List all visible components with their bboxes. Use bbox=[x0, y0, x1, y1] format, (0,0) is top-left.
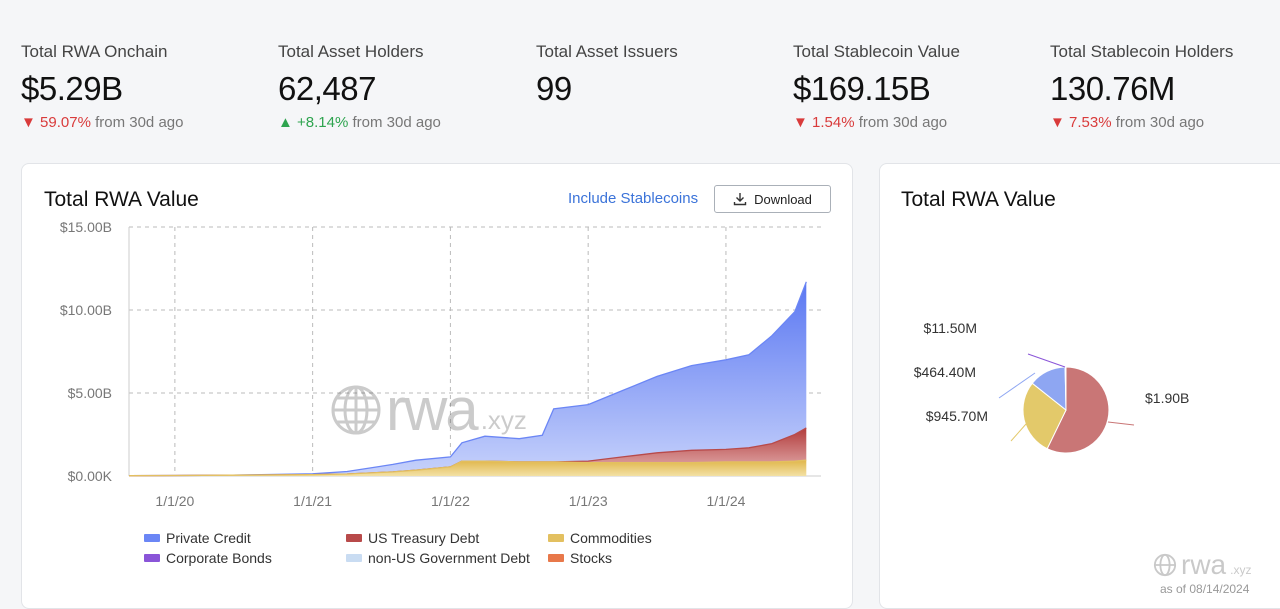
legend-label: Stocks bbox=[570, 550, 613, 566]
watermark-text: rwa bbox=[1181, 549, 1227, 580]
change-percent: +8.14% bbox=[297, 114, 349, 131]
legend-swatch bbox=[346, 554, 362, 562]
x-tick-label: 1/1/21 bbox=[293, 493, 332, 509]
legend-swatch bbox=[144, 554, 160, 562]
stat-total-asset-holders: Total Asset Holders 62,487 ▲ +8.14% from… bbox=[278, 42, 441, 131]
as-of-date: as of 08/14/2024 bbox=[1160, 582, 1250, 596]
legend-item-commodities[interactable]: Commodities bbox=[548, 530, 652, 546]
legend-item-corporate-bonds[interactable]: Corporate Bonds bbox=[144, 550, 272, 566]
legend-label: Private Credit bbox=[166, 530, 251, 546]
x-tick-label: 1/1/20 bbox=[155, 493, 194, 509]
watermark-suffix: .xyz bbox=[480, 405, 527, 435]
stat-change: ▼ 7.53% from 30d ago bbox=[1050, 114, 1233, 131]
pie-slice[interactable] bbox=[1064, 366, 1067, 411]
area-line-private-credit bbox=[128, 281, 807, 477]
pie-slice[interactable] bbox=[1046, 366, 1110, 454]
change-up-arrow: ▲ bbox=[278, 114, 293, 131]
rwa-watermark: rwa .xyz bbox=[330, 375, 527, 444]
change-suffix: from 30d ago bbox=[858, 114, 948, 131]
area-series-private-credit[interactable] bbox=[129, 281, 807, 476]
stat-total-rwa-onchain: Total RWA Onchain $5.29B ▼ 59.07% from 3… bbox=[21, 42, 183, 131]
change-suffix: from 30d ago bbox=[95, 114, 184, 131]
area-series-commodities[interactable] bbox=[129, 460, 807, 476]
stat-value: 130.76M bbox=[1050, 70, 1175, 107]
change-percent: 59.07% bbox=[40, 114, 91, 131]
legend-swatch bbox=[346, 534, 362, 542]
stat-label: Total RWA Onchain bbox=[21, 42, 168, 61]
legend-swatch bbox=[144, 534, 160, 542]
change-down-arrow: ▼ bbox=[1050, 114, 1065, 131]
stat-total-stablecoin-holders: Total Stablecoin Holders 130.76M ▼ 7.53%… bbox=[1050, 42, 1233, 131]
y-tick-label: $15.00B bbox=[60, 219, 112, 235]
change-down-arrow: ▼ bbox=[793, 114, 808, 131]
pie-slice[interactable] bbox=[1022, 382, 1067, 450]
stat-change: ▼ 59.07% from 30d ago bbox=[21, 114, 183, 131]
stat-value: $5.29B bbox=[21, 70, 123, 107]
rwa-value-pie-card: Total RWA Value $1.90B $945.70M $464.40M $1… bbox=[879, 163, 1280, 609]
pie-slice-label: $11.50M bbox=[924, 320, 977, 336]
area-line-commodities bbox=[128, 459, 807, 477]
legend-item-stocks[interactable]: Stocks bbox=[548, 550, 612, 566]
legend-label: non-US Government Debt bbox=[368, 550, 530, 566]
stat-label: Total Asset Issuers bbox=[536, 42, 678, 61]
change-down-arrow: ▼ bbox=[21, 114, 36, 131]
stat-change: ▼ 1.54% from 30d ago bbox=[793, 114, 960, 131]
download-icon bbox=[733, 193, 747, 206]
legend-swatch bbox=[548, 554, 564, 562]
card-title: Total RWA Value bbox=[901, 188, 1056, 211]
download-label: Download bbox=[754, 191, 812, 207]
change-suffix: from 30d ago bbox=[1115, 114, 1205, 131]
stat-change: ▲ +8.14% from 30d ago bbox=[278, 114, 441, 131]
area-chart: $15.00B $10.00B $5.00B $0.00K 1/1/20 1/1/21 1/… bbox=[60, 219, 821, 509]
stat-label: Total Asset Holders bbox=[278, 42, 424, 61]
change-percent: 7.53% bbox=[1069, 114, 1112, 131]
card-title: Total RWA Value bbox=[44, 188, 199, 211]
stat-total-asset-issuers: Total Asset Issuers 99 bbox=[536, 42, 678, 108]
legend-label: Commodities bbox=[570, 530, 652, 546]
change-suffix: from 30d ago bbox=[352, 114, 441, 131]
pie-slice-label: $464.40M bbox=[914, 364, 976, 380]
pie-label-leader bbox=[1010, 423, 1027, 442]
pie-slice-label: $1.90B bbox=[1145, 390, 1189, 406]
stat-value: $169.15B bbox=[793, 70, 931, 107]
stat-value: 62,487 bbox=[278, 70, 376, 107]
x-tick-label: 1/1/23 bbox=[569, 493, 608, 509]
download-button[interactable]: Download bbox=[714, 185, 831, 213]
legend-item-us-treasury-debt[interactable]: US Treasury Debt bbox=[346, 530, 479, 546]
globe-icon bbox=[1153, 553, 1177, 577]
y-tick-label: $0.00K bbox=[68, 468, 113, 484]
legend-label: US Treasury Debt bbox=[368, 530, 480, 546]
include-stablecoins-toggle[interactable]: Include Stablecoins bbox=[568, 190, 699, 207]
x-tick-label: 1/1/22 bbox=[431, 493, 470, 509]
rwa-value-chart-card: Total RWA Value Include Stablecoins Down… bbox=[21, 163, 853, 609]
stat-total-stablecoin-value: Total Stablecoin Value $169.15B ▼ 1.54% … bbox=[793, 42, 960, 131]
legend-swatch bbox=[548, 534, 564, 542]
change-percent: 1.54% bbox=[812, 114, 855, 131]
pie-label-leader bbox=[1027, 353, 1066, 368]
stat-value: 99 bbox=[536, 70, 572, 107]
watermark-text: rwa bbox=[386, 376, 479, 443]
watermark-suffix: .xyz bbox=[1230, 563, 1252, 577]
y-tick-label: $5.00B bbox=[68, 385, 112, 401]
y-tick-label: $10.00B bbox=[60, 302, 112, 318]
pie-chart: $1.90B $945.70M $464.40M $11.50M bbox=[914, 320, 1189, 454]
stat-label: Total Stablecoin Value bbox=[793, 42, 960, 61]
stat-label: Total Stablecoin Holders bbox=[1050, 42, 1234, 61]
rwa-watermark-small: rwa .xyz bbox=[1153, 549, 1251, 581]
pie-label-leader bbox=[1107, 421, 1135, 426]
legend-label: Corporate Bonds bbox=[166, 550, 272, 566]
pie-label-leader bbox=[998, 372, 1036, 399]
legend-item-non-us-government-debt[interactable]: non-US Government Debt bbox=[346, 550, 530, 566]
globe-icon bbox=[331, 385, 381, 434]
pie-slice-label: $945.70M bbox=[926, 408, 988, 424]
legend-item-private-credit[interactable]: Private Credit bbox=[144, 530, 251, 546]
x-tick-label: 1/1/24 bbox=[706, 493, 745, 509]
stats-row: Total RWA Onchain $5.29B ▼ 59.07% from 3… bbox=[0, 0, 1280, 160]
